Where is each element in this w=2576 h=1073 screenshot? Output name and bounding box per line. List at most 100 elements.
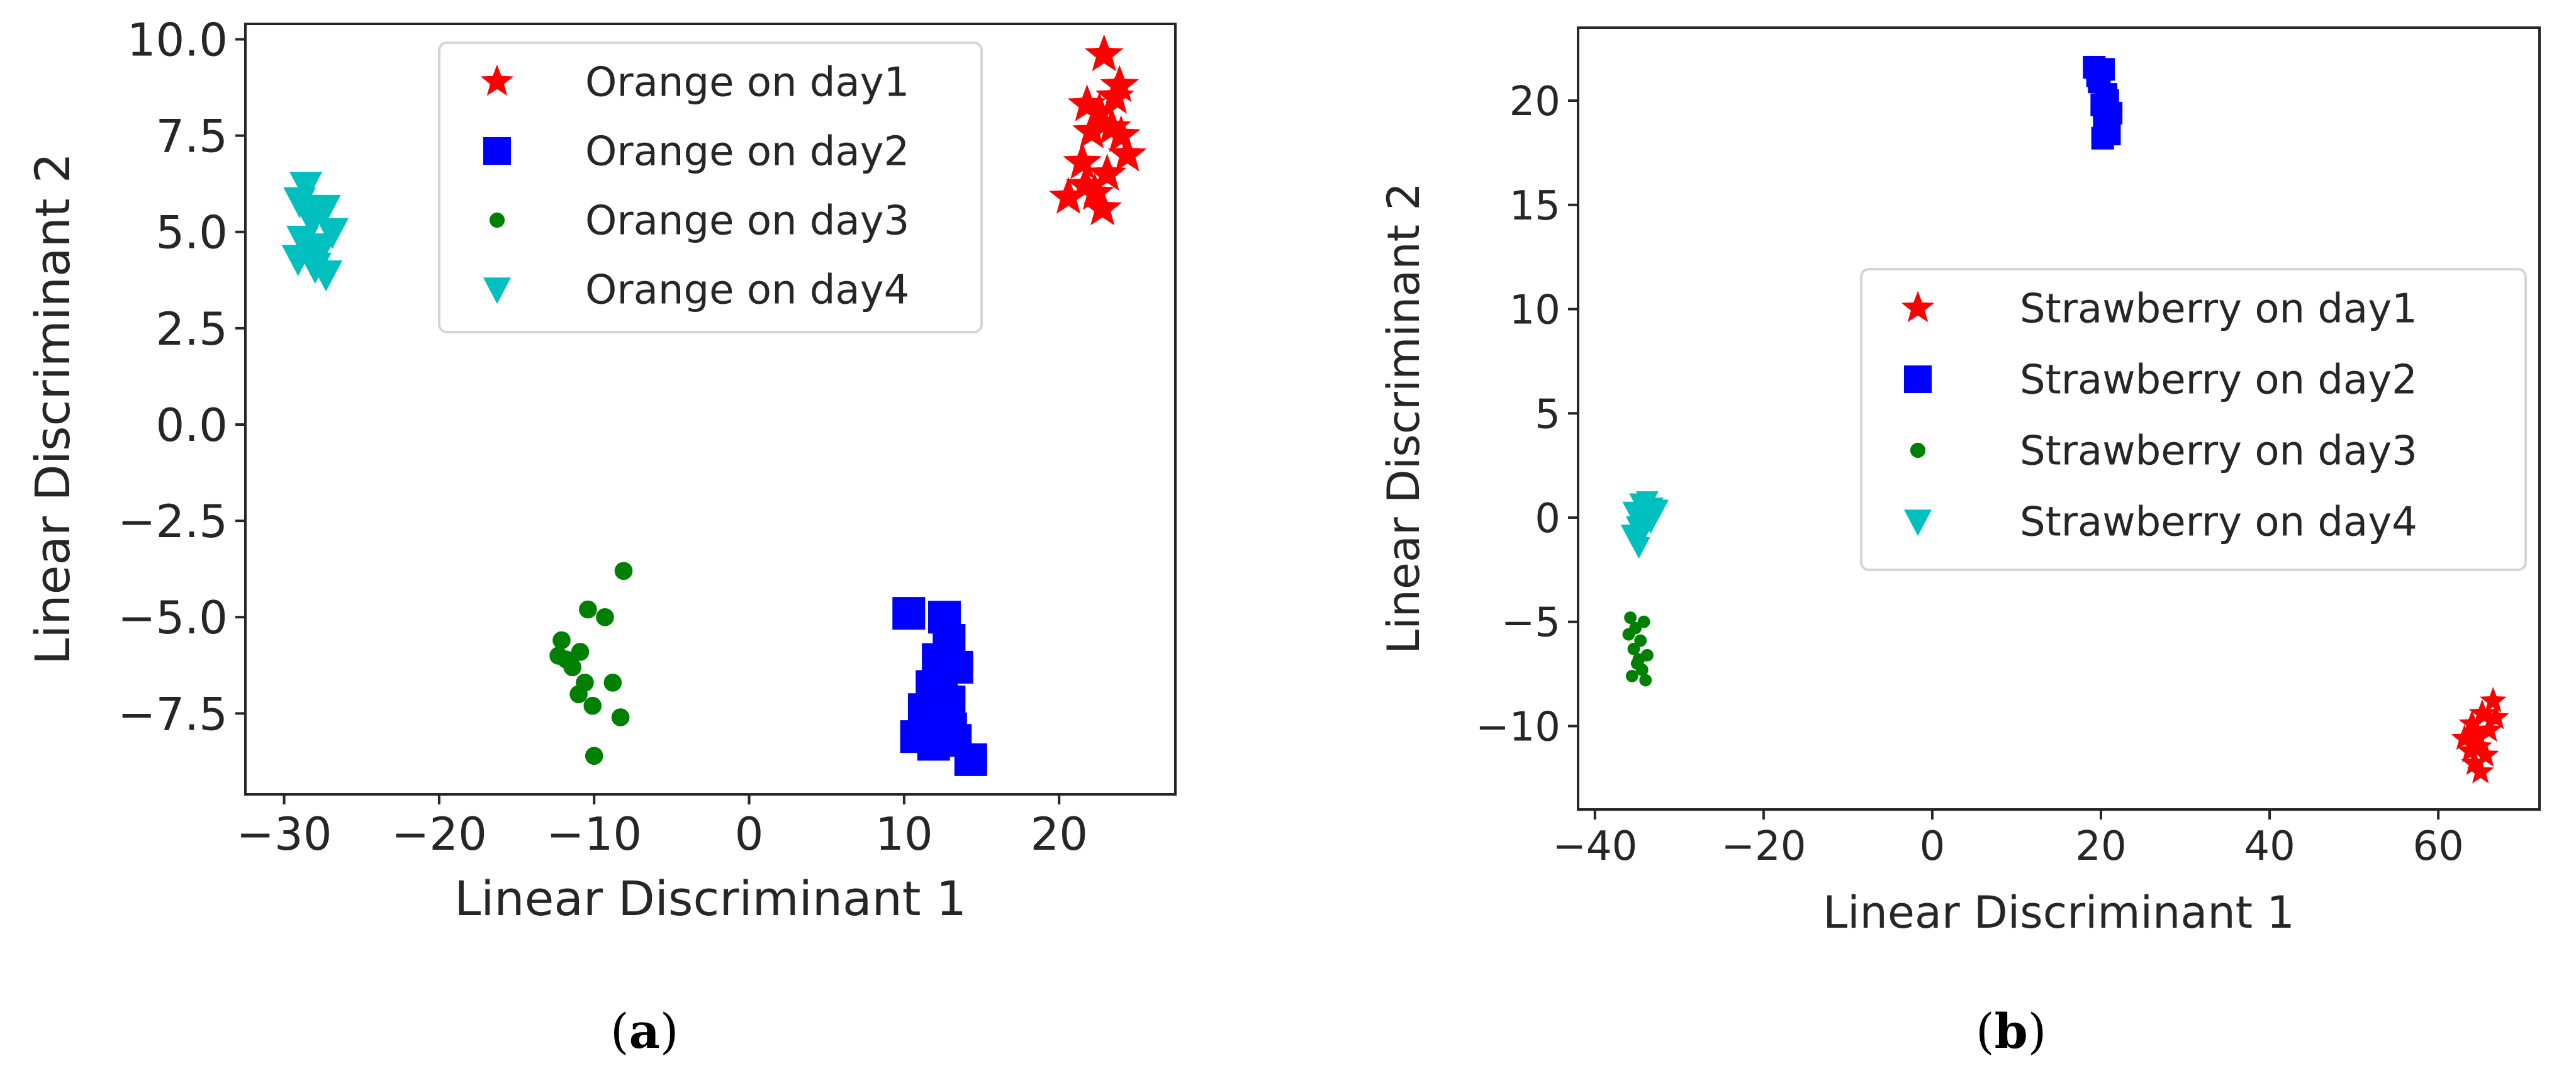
point-b-series2 bbox=[2097, 110, 2120, 133]
point-a-series3 bbox=[611, 708, 630, 726]
point-a-series1 bbox=[1101, 115, 1141, 152]
y-tick-label-a: 2.5 bbox=[155, 303, 228, 355]
caption-a: (a) bbox=[610, 1003, 679, 1059]
legend-a: Orange on day1 Orange on day2 Orange on da… bbox=[438, 42, 983, 333]
point-a-series2 bbox=[925, 674, 958, 707]
y-tick-label-b: −5 bbox=[1501, 600, 1560, 647]
legend-label-b-4: Strawberry on day4 bbox=[2020, 499, 2417, 545]
point-a-series1 bbox=[1100, 65, 1140, 103]
point-b-series1 bbox=[2472, 741, 2499, 767]
point-a-series1 bbox=[1066, 165, 1105, 203]
point-a-series1 bbox=[1084, 34, 1124, 72]
point-a-series3 bbox=[571, 643, 590, 661]
y-tick-label-b: 20 bbox=[1509, 79, 1560, 125]
y-axis-b: 20 15 10 5 0 −5 −10 bbox=[1476, 79, 1578, 750]
x-tick-label-b: 20 bbox=[2075, 823, 2126, 870]
x-axis-b: −40 −20 0 20 40 60 bbox=[1552, 809, 2464, 870]
point-a-series1 bbox=[1063, 142, 1102, 179]
point-a-series1 bbox=[1107, 134, 1147, 172]
point-a-series2 bbox=[892, 597, 926, 630]
y-tick-label-a: 0.0 bbox=[155, 399, 228, 452]
point-b-series3 bbox=[1634, 634, 1647, 647]
x-tick-label-a: 0 bbox=[735, 808, 764, 860]
point-a-series1 bbox=[1083, 188, 1123, 226]
point-a-series1 bbox=[1049, 177, 1088, 214]
point-b-series1 bbox=[2482, 703, 2509, 730]
y-tick-label-b: 5 bbox=[1535, 391, 1560, 438]
point-a-series3 bbox=[552, 631, 571, 650]
point-b-series3 bbox=[1627, 642, 1640, 655]
x-tick-label-b: 0 bbox=[1920, 823, 1946, 870]
point-b-series3 bbox=[1629, 621, 1642, 635]
scatter-points-a bbox=[281, 34, 1147, 776]
legend-label-a-4: Orange on day4 bbox=[585, 267, 909, 313]
y-tick-label-a: −5.0 bbox=[118, 591, 228, 644]
y-tick-label-b: 0 bbox=[1535, 496, 1560, 542]
legend-b: Strawberry on day1 Strawberry on day2 Stra… bbox=[1860, 268, 2527, 571]
caption-b: (b) bbox=[1976, 1003, 2047, 1059]
point-b-series4 bbox=[1632, 514, 1655, 536]
point-b-series3 bbox=[1624, 611, 1637, 624]
legend-label-b-2: Strawberry on day2 bbox=[2020, 357, 2417, 403]
point-b-series2 bbox=[2096, 89, 2119, 113]
point-a-series3 bbox=[603, 674, 622, 692]
legend-marker-a-1 bbox=[480, 64, 514, 96]
x-tick-label-a: −20 bbox=[391, 808, 487, 860]
x-axis-label-b: Linear Discriminant 1 bbox=[1823, 887, 2295, 938]
point-b-series1 bbox=[2467, 757, 2494, 784]
point-a-series1 bbox=[1087, 153, 1127, 191]
y-tick-label-b: −10 bbox=[1476, 704, 1560, 750]
point-a-series1 bbox=[1092, 107, 1131, 145]
caption-a-letter: a bbox=[629, 1003, 660, 1059]
point-a-series1 bbox=[1095, 76, 1134, 114]
x-tick-label-a: −10 bbox=[546, 808, 642, 860]
legend-marker-a-4 bbox=[483, 277, 511, 304]
point-b-series1 bbox=[2456, 737, 2484, 763]
x-tick-label-b: 60 bbox=[2412, 823, 2463, 870]
y-tick-label-a: 7.5 bbox=[155, 110, 228, 163]
y-tick-label-b: 15 bbox=[1509, 183, 1560, 230]
x-tick-label-b: 40 bbox=[2244, 823, 2295, 870]
point-a-series3 bbox=[614, 562, 633, 581]
point-b-series3 bbox=[1625, 669, 1638, 682]
point-b-series3 bbox=[1639, 674, 1652, 687]
x-tick-label-a: 20 bbox=[1030, 808, 1088, 860]
point-a-series3 bbox=[579, 600, 597, 619]
point-b-series1 bbox=[2465, 733, 2492, 759]
point-a-series1 bbox=[1067, 84, 1107, 121]
point-b-series1 bbox=[2461, 749, 2489, 776]
point-b-series3 bbox=[1635, 664, 1649, 676]
y-tick-label-b: 10 bbox=[1509, 287, 1560, 334]
panel-a-chart: −30 −20 −10 0 10 20 10.0 7.5 5.0 2.5 0.0 −2.5 −5.0 −… bbox=[25, 13, 1177, 926]
legend-marker-b-3 bbox=[1910, 442, 1926, 459]
point-a-series3 bbox=[557, 650, 576, 669]
legend-label-a-3: Orange on day3 bbox=[585, 197, 909, 244]
legend-marker-a-2 bbox=[483, 137, 511, 165]
y-tick-label-a: −2.5 bbox=[118, 495, 228, 548]
legend-marker-b-4 bbox=[1904, 509, 1932, 536]
x-axis-a: −30 −20 −10 0 10 20 bbox=[237, 794, 1088, 860]
point-b-series1 bbox=[2451, 724, 2478, 750]
y-axis-label-a: Linear Discriminant 2 bbox=[25, 153, 81, 665]
point-b-series4 bbox=[1635, 491, 1659, 513]
x-axis-label-a: Linear Discriminant 1 bbox=[454, 870, 966, 926]
x-tick-label-b: −20 bbox=[1721, 823, 1806, 870]
legend-marker-b-1 bbox=[1901, 291, 1935, 323]
point-a-series3 bbox=[569, 685, 588, 704]
legend-label-b-3: Strawberry on day3 bbox=[2020, 428, 2417, 474]
point-b-series1 bbox=[2468, 699, 2496, 725]
point-b-series1 bbox=[2475, 716, 2502, 742]
point-b-series1 bbox=[2458, 709, 2486, 736]
point-b-series4 bbox=[1645, 499, 1669, 521]
y-axis-label-b: Linear Discriminant 2 bbox=[1378, 182, 1430, 654]
legend-marker-b-2 bbox=[1904, 365, 1932, 393]
y-tick-label-a: 5.0 bbox=[155, 206, 228, 259]
y-tick-label-a: 10.0 bbox=[127, 13, 228, 66]
point-a-series3 bbox=[596, 608, 614, 626]
caption-b-letter: b bbox=[1994, 1003, 2028, 1059]
point-b-series3 bbox=[1632, 653, 1645, 666]
point-a-series1 bbox=[1072, 111, 1111, 148]
legend-label-b-1: Strawberry on day1 bbox=[2020, 286, 2417, 332]
point-a-series1 bbox=[1075, 173, 1114, 210]
